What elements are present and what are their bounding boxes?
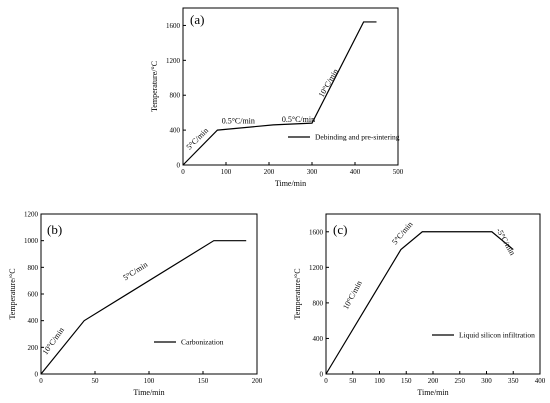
y-tick-label: 1200 xyxy=(24,211,39,219)
x-tick-label: 350 xyxy=(508,377,519,385)
x-tick-label: 150 xyxy=(198,377,209,385)
x-axis-label: Time/min xyxy=(417,388,448,397)
y-tick-label: 1200 xyxy=(309,264,324,272)
chart-panel-2: 0 50 100 150 200 0 200 400 600 800 1000 1200 Time/mi… xyxy=(8,211,263,398)
panel-label: (a) xyxy=(190,12,204,27)
y-tick-label: 0 xyxy=(320,371,324,379)
y-tick-label: 1600 xyxy=(166,22,181,30)
y-tick-label: 800 xyxy=(313,299,324,307)
x-tick-label: 200 xyxy=(428,377,439,385)
rate-annotation: 5°C/min xyxy=(185,126,211,152)
rate-annotation: 10°C/min xyxy=(341,279,364,311)
x-axis-label: Time/min xyxy=(275,179,306,188)
x-tick-label: 100 xyxy=(374,377,385,385)
y-axis-label: Temperature/°C xyxy=(8,268,17,319)
y-tick-label: 600 xyxy=(28,291,39,299)
x-tick-label: 250 xyxy=(455,377,466,385)
y-tick-label: 200 xyxy=(28,344,39,352)
x-tick-label: 0 xyxy=(324,377,328,385)
x-axis-label: Time/min xyxy=(133,388,164,397)
plot-frame xyxy=(182,7,399,166)
y-tick-label: 1600 xyxy=(309,228,324,236)
y-axis-label: Temperature/°C xyxy=(150,61,159,112)
series-line xyxy=(40,240,247,375)
y-tick-label: 400 xyxy=(28,317,39,325)
x-tick-label: 500 xyxy=(393,168,404,176)
y-tick-label: 1200 xyxy=(166,57,181,65)
y-tick-label: 400 xyxy=(313,335,324,343)
chart-panel-1: 0 100 200 300 400 500 0 400 800 1200 1600 Time/min T… xyxy=(150,7,404,188)
y-tick-label: 0 xyxy=(177,162,181,170)
y-axis-label: Temperature/°C xyxy=(293,268,302,319)
legend: Carbonization xyxy=(154,338,224,347)
rate-annotation: 5°C/min xyxy=(121,260,149,282)
rate-annotation: -5°C/min xyxy=(494,227,517,257)
y-tick-label: 1000 xyxy=(24,237,39,245)
x-tick-label: 400 xyxy=(350,168,361,176)
rate-annotation: 10°C/min xyxy=(41,326,66,357)
panel-label: (b) xyxy=(47,222,62,237)
chart-panel-3: 0 50 100 150 200 250 300 350 400 0 400 800 1200 1600 T… xyxy=(293,213,546,397)
x-tick-label: 200 xyxy=(252,377,263,385)
x-tick-label: 50 xyxy=(92,377,100,385)
y-tick-label: 400 xyxy=(170,127,181,135)
series-line xyxy=(182,21,377,166)
legend: Debinding and pre-sintering xyxy=(288,133,400,142)
legend-label: Liquid silicon infiltration xyxy=(459,331,535,340)
rate-annotation: 10°C/min xyxy=(317,67,340,99)
legend: Liquid silicon infiltration xyxy=(432,331,535,340)
legend-label: Carbonization xyxy=(181,338,224,347)
x-tick-label: 100 xyxy=(221,168,232,176)
rate-annotation: 0.5°C/min xyxy=(222,117,255,126)
rate-annotation: 5°C/min xyxy=(390,220,414,247)
x-tick-label: 300 xyxy=(307,168,318,176)
panel-label: (c) xyxy=(333,222,347,237)
plot-frame xyxy=(40,213,258,375)
x-tick-label: 200 xyxy=(264,168,275,176)
y-tick-label: 800 xyxy=(170,92,181,100)
x-tick-label: 300 xyxy=(481,377,492,385)
x-tick-label: 0 xyxy=(181,168,185,176)
y-tick-label: 800 xyxy=(28,264,39,272)
series-line xyxy=(325,231,514,375)
x-tick-label: 400 xyxy=(535,377,546,385)
x-tick-label: 0 xyxy=(39,377,43,385)
rate-annotation: 0.5°C/min xyxy=(282,115,315,124)
legend-label: Debinding and pre-sintering xyxy=(315,133,400,142)
x-tick-label: 50 xyxy=(349,377,357,385)
x-tick-label: 150 xyxy=(401,377,412,385)
y-tick-label: 0 xyxy=(35,371,39,379)
x-tick-label: 100 xyxy=(144,377,155,385)
